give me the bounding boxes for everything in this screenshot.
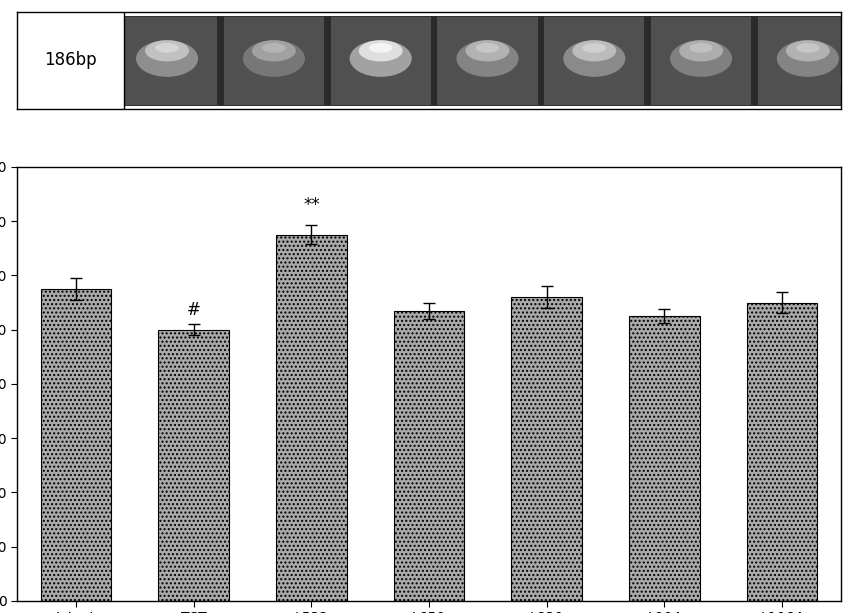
Bar xyxy=(538,16,544,105)
Bar xyxy=(644,16,651,105)
Bar xyxy=(217,16,224,105)
Bar xyxy=(431,16,438,105)
Bar xyxy=(629,316,699,601)
Bar xyxy=(752,16,758,105)
Ellipse shape xyxy=(456,40,518,77)
Ellipse shape xyxy=(680,40,723,61)
Ellipse shape xyxy=(349,40,412,77)
Ellipse shape xyxy=(454,61,522,98)
Bar xyxy=(324,16,330,105)
Ellipse shape xyxy=(560,61,628,98)
Ellipse shape xyxy=(475,43,499,53)
Ellipse shape xyxy=(689,43,713,53)
Ellipse shape xyxy=(796,43,819,53)
Ellipse shape xyxy=(240,61,308,98)
Ellipse shape xyxy=(466,40,510,61)
Text: 186bp: 186bp xyxy=(45,51,97,69)
Ellipse shape xyxy=(133,61,201,98)
Ellipse shape xyxy=(252,40,296,61)
Ellipse shape xyxy=(776,40,839,77)
Ellipse shape xyxy=(668,61,734,98)
Bar xyxy=(124,16,841,105)
Ellipse shape xyxy=(145,40,189,61)
Ellipse shape xyxy=(347,61,414,98)
Bar xyxy=(276,235,347,601)
Ellipse shape xyxy=(670,40,732,77)
Bar xyxy=(511,297,582,601)
Ellipse shape xyxy=(359,40,402,61)
Bar xyxy=(159,330,229,601)
Bar xyxy=(40,289,112,601)
Ellipse shape xyxy=(583,43,606,53)
Ellipse shape xyxy=(369,43,392,53)
Ellipse shape xyxy=(155,43,178,53)
Text: **: ** xyxy=(303,196,320,215)
Bar xyxy=(394,311,464,601)
Ellipse shape xyxy=(572,40,616,61)
Ellipse shape xyxy=(243,40,305,77)
Ellipse shape xyxy=(786,40,830,61)
Ellipse shape xyxy=(262,43,286,53)
Text: #: # xyxy=(187,301,201,319)
Bar xyxy=(746,303,818,601)
Ellipse shape xyxy=(136,40,198,77)
Ellipse shape xyxy=(563,40,625,77)
Ellipse shape xyxy=(774,61,842,98)
